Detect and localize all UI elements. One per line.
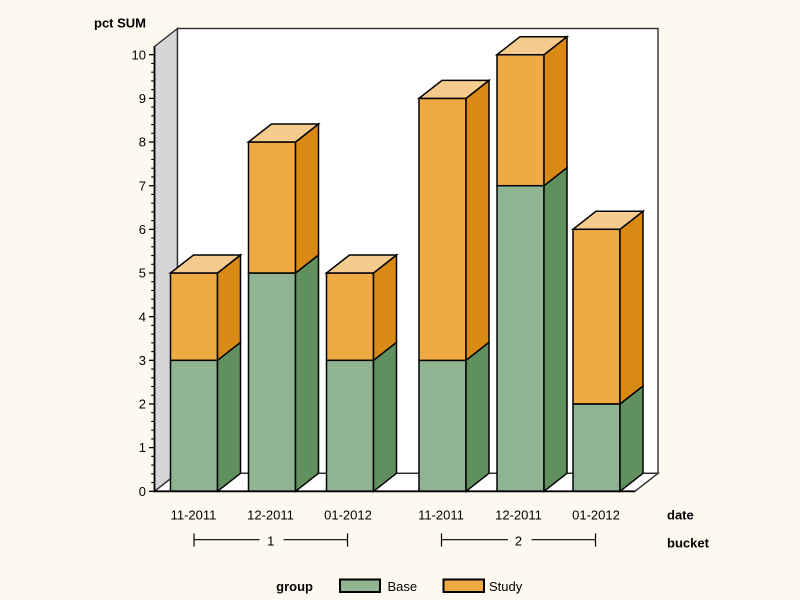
svg-text:5: 5 — [139, 266, 146, 281]
svg-text:9: 9 — [139, 91, 146, 106]
svg-text:10: 10 — [132, 47, 146, 62]
svg-text:01-2012: 01-2012 — [572, 508, 620, 523]
svg-text:pct SUM: pct SUM — [94, 16, 146, 31]
svg-text:1: 1 — [267, 533, 274, 548]
svg-text:0: 0 — [139, 484, 146, 499]
svg-text:4: 4 — [139, 309, 146, 324]
svg-text:6: 6 — [139, 222, 146, 237]
svg-text:12-2011: 12-2011 — [247, 508, 294, 523]
svg-text:group: group — [276, 579, 313, 594]
svg-text:bucket: bucket — [667, 536, 710, 551]
svg-text:2: 2 — [515, 533, 522, 548]
svg-text:11-2011: 11-2011 — [418, 508, 464, 523]
svg-text:date: date — [667, 508, 694, 523]
svg-text:11-2011: 11-2011 — [171, 508, 217, 523]
svg-text:3: 3 — [139, 353, 146, 368]
svg-text:8: 8 — [139, 135, 146, 150]
svg-text:7: 7 — [139, 178, 146, 193]
svg-text:1: 1 — [139, 440, 146, 455]
svg-text:Study: Study — [489, 579, 523, 594]
svg-text:Base: Base — [388, 579, 418, 594]
svg-text:12-2011: 12-2011 — [495, 508, 542, 523]
svg-text:2: 2 — [139, 397, 146, 412]
svg-text:01-2012: 01-2012 — [324, 508, 372, 523]
